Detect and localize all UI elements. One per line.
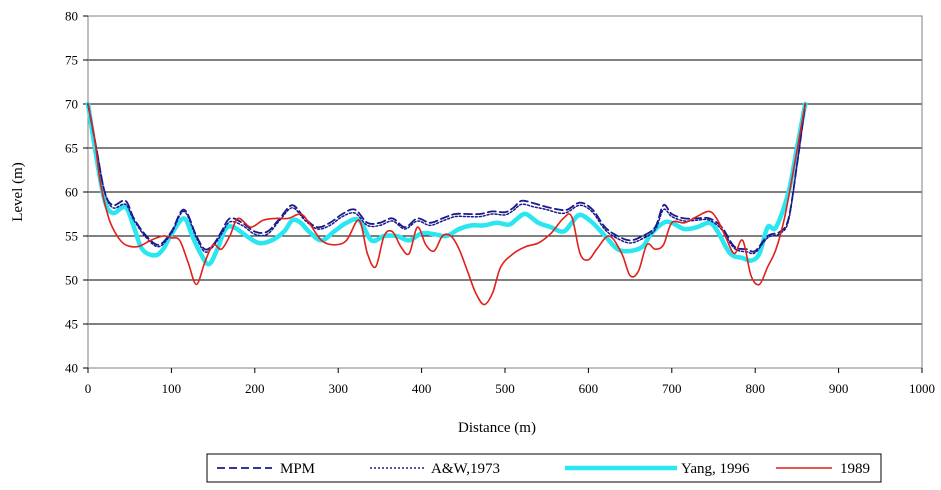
x-tick-label: 300: [328, 381, 348, 396]
series-line-mpm: [87, 103, 807, 253]
x-tick-label: 600: [579, 381, 599, 396]
x-tick-label: 900: [829, 381, 849, 396]
y-axis-ticks: 40 45 50 55 60 65 70 75 80: [65, 9, 88, 376]
y-tick-label: 80: [65, 9, 78, 24]
y-tick-label: 45: [65, 317, 78, 332]
x-axis-label: Distance (m): [458, 420, 536, 436]
series-line-1989: [87, 103, 806, 306]
y-axis-label: Level (m): [10, 162, 26, 222]
x-tick-label: 100: [162, 381, 182, 396]
x-tick-label: 1000: [909, 381, 935, 396]
x-axis-ticks: 0 100 200 300 400 500 600 700 800 900 1000: [85, 368, 935, 396]
y-tick-label: 55: [65, 229, 78, 244]
x-tick-label: 500: [495, 381, 515, 396]
legend-label: 1989: [840, 461, 870, 477]
x-tick-label: 700: [662, 381, 682, 396]
legend-label: MPM: [280, 461, 315, 477]
legend-label: Yang, 1996: [681, 461, 750, 477]
x-tick-label: 200: [245, 381, 265, 396]
y-tick-label: 60: [65, 185, 78, 200]
x-tick-label: 800: [745, 381, 765, 396]
legend: MPM A&W,1973 Yang, 1996 1989: [206, 453, 882, 483]
y-tick-label: 40: [65, 361, 78, 376]
y-tick-label: 75: [65, 53, 78, 68]
gridlines: [88, 59, 922, 325]
y-tick-label: 50: [65, 273, 78, 288]
legend-label: A&W,1973: [431, 461, 500, 477]
x-tick-label: 0: [85, 381, 92, 396]
series-line-yang-1996: [85, 101, 808, 267]
legend-box: [206, 453, 882, 483]
y-tick-label: 70: [65, 97, 78, 112]
y-tick-label: 65: [65, 141, 78, 156]
x-tick-label: 400: [412, 381, 432, 396]
series-lines: [85, 101, 808, 306]
